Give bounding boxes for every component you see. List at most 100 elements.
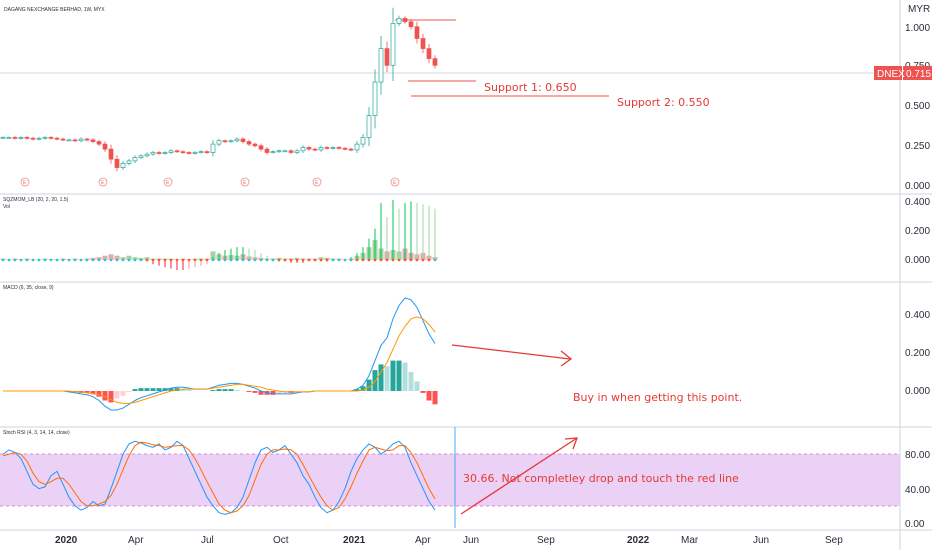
candle-body	[96, 141, 102, 145]
squeeze-dot	[379, 258, 383, 262]
squeeze-dot	[283, 258, 287, 262]
volume-bar	[108, 254, 114, 260]
squeeze-dot	[133, 258, 137, 262]
macd-histogram-bar	[408, 372, 414, 391]
macd-histogram-bar	[216, 389, 222, 391]
candle-body	[288, 150, 294, 153]
candle-body	[108, 148, 114, 160]
sqzmom-tick: 0.200	[905, 226, 930, 237]
candle-body	[258, 145, 264, 150]
squeeze-dot	[205, 258, 209, 262]
candle-body	[342, 147, 348, 150]
squeeze-dot	[397, 258, 401, 262]
candle-body	[414, 26, 420, 39]
x-axis-label: Apr	[415, 535, 431, 546]
candle-body	[360, 137, 366, 145]
macd-tick: 0.000	[905, 386, 930, 397]
candle-body	[294, 150, 300, 153]
candle-body	[396, 18, 402, 24]
event-marker-5[interactable]: E	[312, 177, 322, 187]
squeeze-dot	[109, 258, 113, 262]
candle-body	[24, 137, 30, 139]
event-marker-6[interactable]: E	[390, 177, 400, 187]
macd-signal-line	[3, 316, 436, 404]
event-marker-3[interactable]: E	[163, 177, 173, 187]
squeeze-dot	[25, 258, 29, 262]
squeeze-dot	[67, 258, 71, 262]
squeeze-dot	[313, 258, 317, 262]
macd-histogram-bar	[138, 388, 144, 391]
event-marker-letter: E	[243, 180, 247, 186]
squeeze-dot	[223, 258, 227, 262]
macd-histogram-bar	[210, 390, 216, 391]
squeeze-dot	[145, 258, 149, 262]
macd-histogram-bar	[90, 391, 96, 394]
macd-histogram-bar	[120, 391, 126, 396]
x-axis-label: Sep	[825, 535, 843, 546]
macd-histogram-bar	[354, 389, 360, 391]
stoch-arrow-head	[564, 437, 578, 450]
volume-bar	[318, 257, 324, 260]
macd-tick: 0.400	[905, 310, 930, 321]
candle-body	[48, 137, 54, 139]
candle-body	[366, 115, 372, 138]
squeeze-dot	[343, 258, 347, 262]
squeeze-dot	[331, 258, 335, 262]
volume-bar	[120, 257, 126, 260]
squeeze-momentum-series[interactable]	[0, 200, 438, 270]
squeeze-dot	[13, 258, 17, 262]
volume-bar	[96, 257, 102, 260]
squeeze-dot	[325, 258, 329, 262]
macd-line	[3, 297, 436, 411]
candle-body	[264, 148, 270, 153]
squeeze-dot	[97, 258, 101, 262]
event-marker-1[interactable]: E	[20, 177, 30, 187]
macd-label: MACD (6, 35, close, 9)	[3, 285, 54, 291]
macd-histogram-bar	[156, 388, 162, 391]
candle-body	[300, 147, 306, 152]
x-axis-label: Apr	[128, 535, 144, 546]
price-tick: 0.500	[905, 101, 930, 112]
candle-body	[234, 138, 240, 142]
event-marker-letter: E	[393, 180, 397, 186]
macd-histogram-bar	[222, 389, 228, 391]
squeeze-dot	[187, 258, 191, 262]
macd-series[interactable]	[3, 297, 438, 411]
squeeze-dot	[403, 258, 407, 262]
macd-histogram-bar	[186, 390, 192, 391]
macd-histogram-bar	[414, 381, 420, 391]
macd-annotation: Buy in when getting this point.	[573, 391, 742, 404]
candle-body	[198, 151, 204, 153]
x-axis-label: 2020	[55, 535, 78, 546]
candle-body	[6, 137, 12, 139]
squeeze-dot	[265, 258, 269, 262]
stoch-rsi-series[interactable]	[2, 440, 436, 515]
candle-body	[78, 138, 84, 142]
macd-histogram-bar	[390, 360, 396, 391]
candle-body	[102, 143, 108, 150]
stoch-arrow-line[interactable]	[460, 437, 578, 515]
macd-histogram-bar	[84, 391, 90, 393]
squeeze-dot	[349, 258, 353, 262]
candle-body	[330, 147, 336, 149]
candle-body	[90, 139, 96, 142]
price-badge-symbol: DNEX	[877, 69, 905, 80]
candle-body	[18, 137, 24, 139]
stoch-label: Stoch RSI (4, 3, 14, 14, close)	[3, 430, 70, 436]
event-marker-letter: E	[101, 180, 105, 186]
candle-body	[54, 137, 60, 140]
macd-histogram-bar	[384, 366, 390, 391]
event-marker-letter: E	[315, 180, 319, 186]
candle-body	[240, 138, 246, 142]
candle-body	[138, 155, 144, 158]
squeeze-dot	[79, 258, 83, 262]
squeeze-dot	[391, 258, 395, 262]
price-badge-value: 0.715	[906, 69, 931, 80]
event-marker-4[interactable]: E	[240, 177, 250, 187]
candle-body	[174, 150, 180, 153]
squeeze-dot	[235, 258, 239, 262]
candlestick-series[interactable]	[0, 7, 438, 172]
macd-arrow-line[interactable]	[451, 344, 571, 360]
event-marker-2[interactable]: E	[98, 177, 108, 187]
